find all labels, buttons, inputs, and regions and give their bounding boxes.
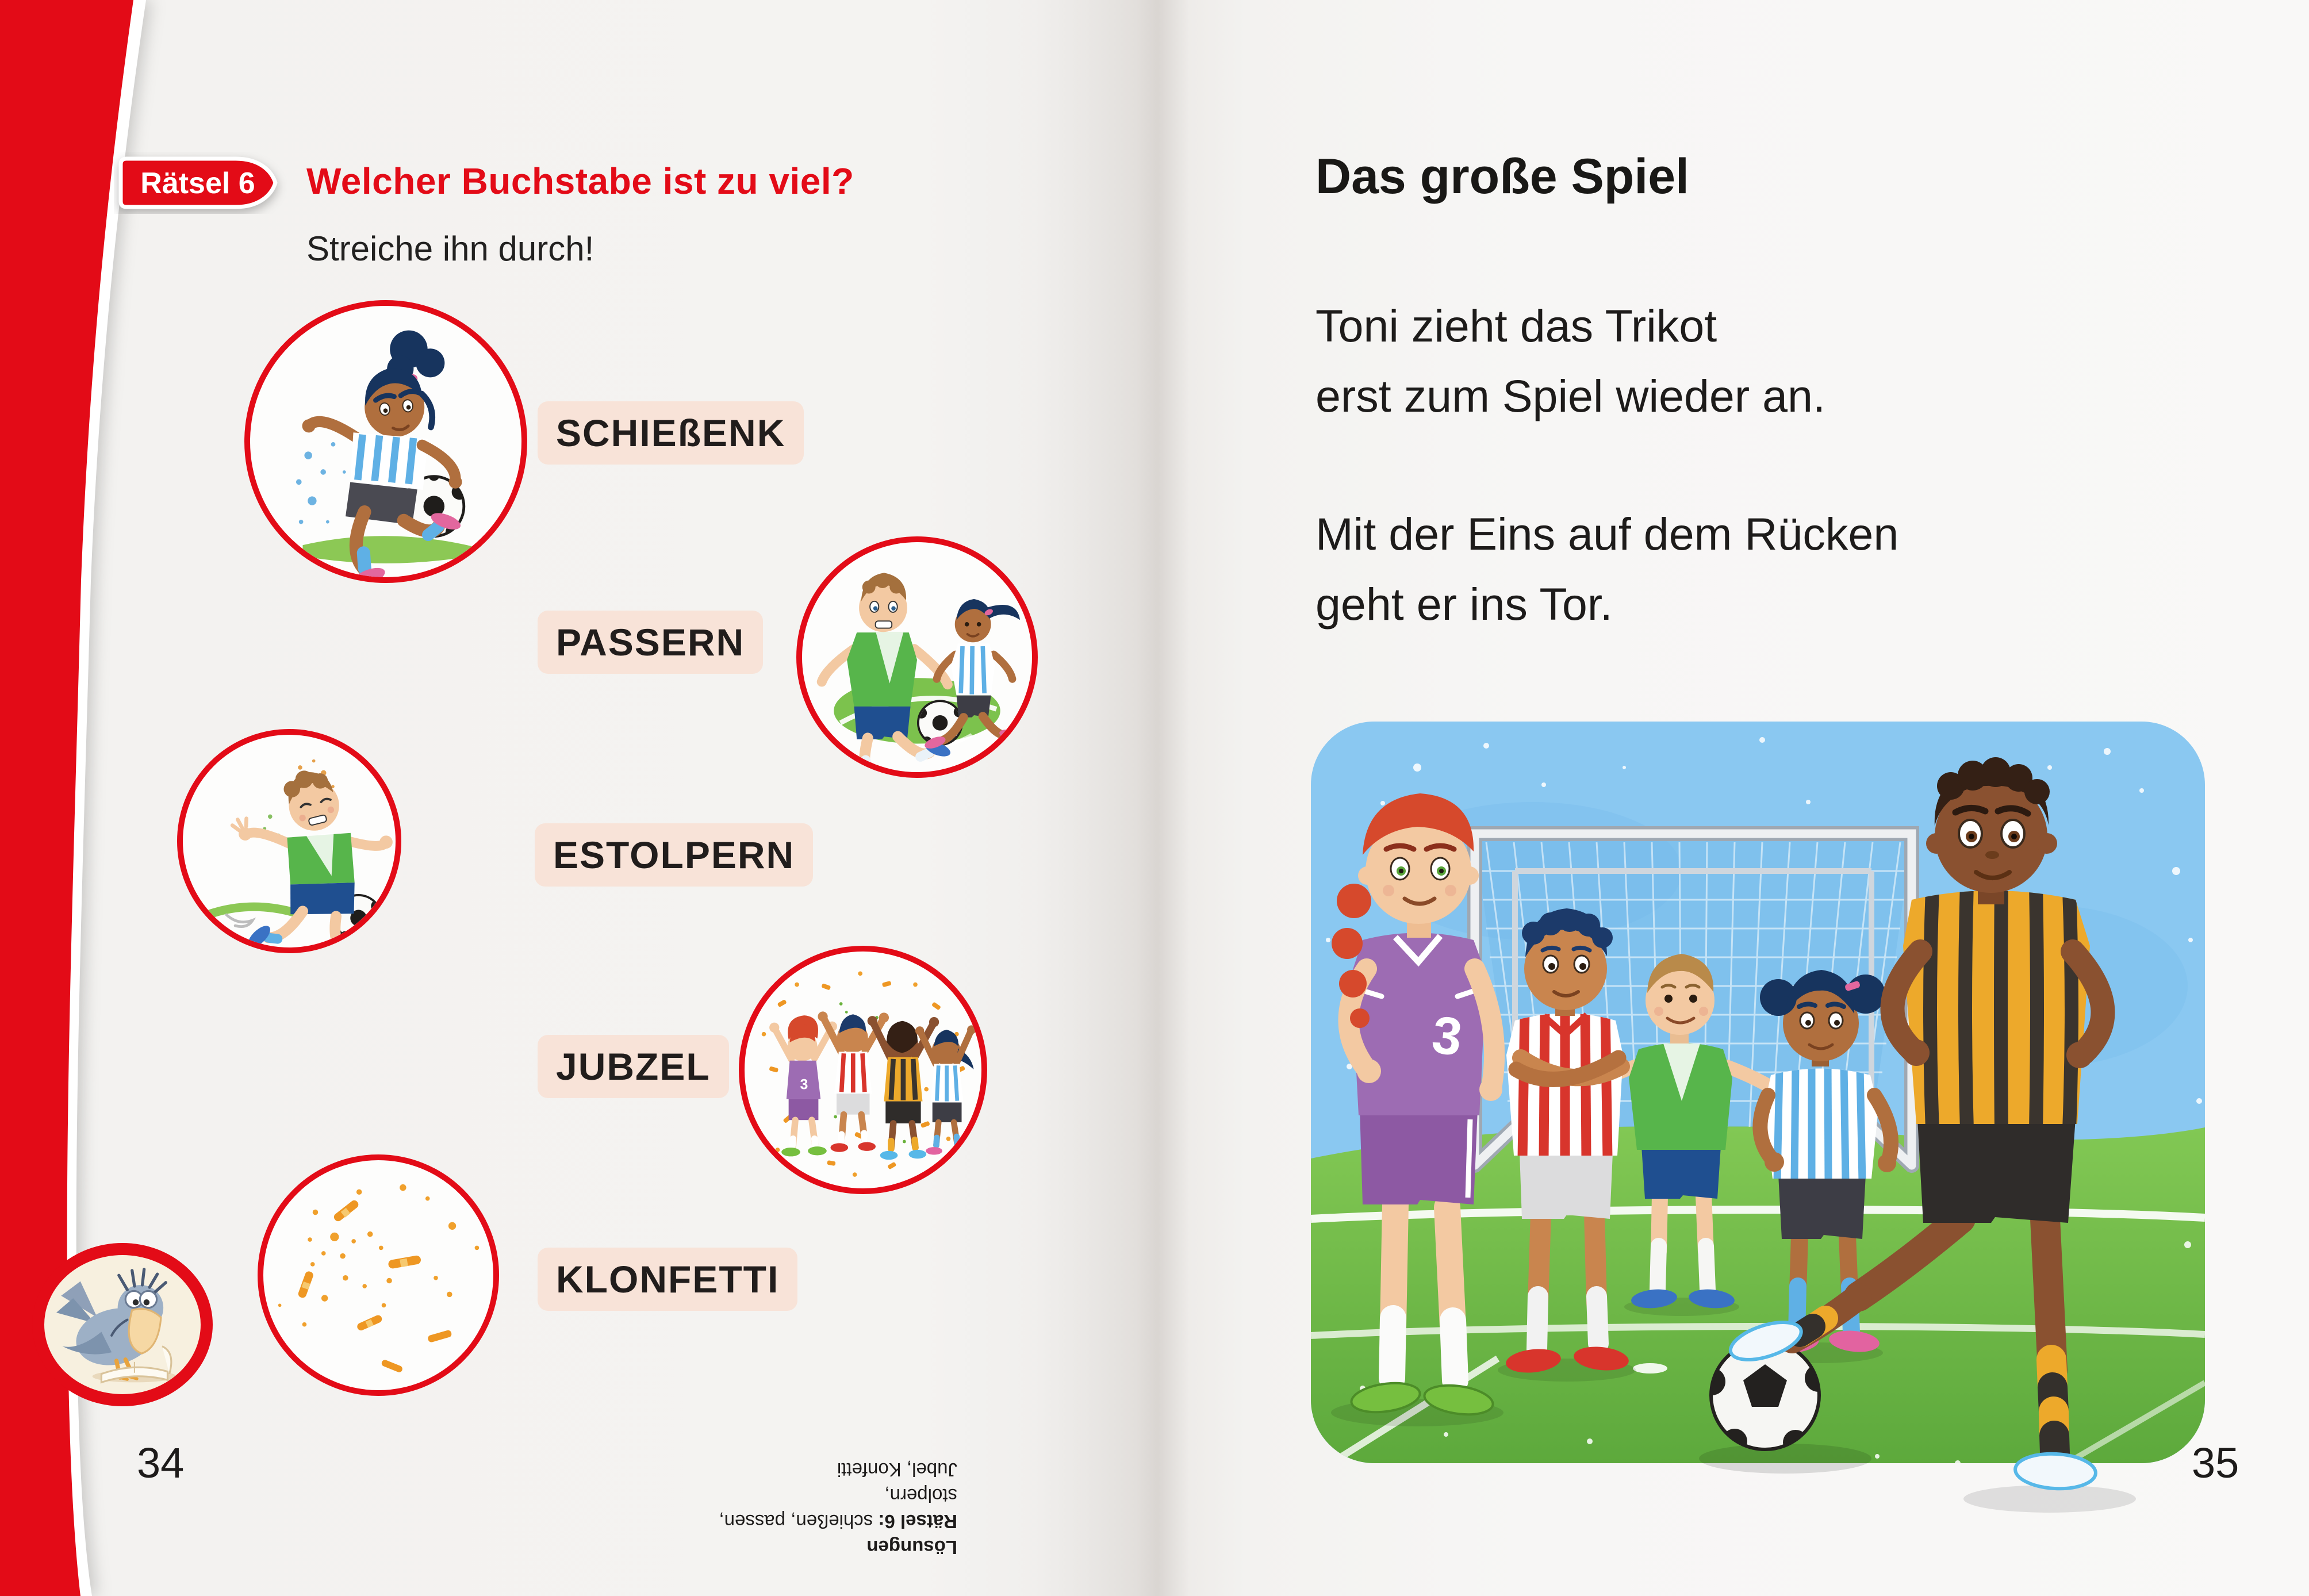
illustration-circle-confetti (258, 1154, 499, 1396)
story-paragraph-2: Mit der Eins auf dem Rücken geht er ins … (1315, 499, 1898, 639)
page-number-left: 34 (137, 1439, 185, 1487)
illustration-circle-cheering: 3 (739, 946, 987, 1194)
page-number-right: 35 (2192, 1439, 2239, 1487)
player-cheer-red (818, 1011, 889, 1152)
story-line: Toni zieht das Trikot (1315, 300, 1717, 351)
player-shooting-girl (302, 330, 462, 577)
word-box-estolpern: ESTOLPERN (535, 823, 814, 887)
grass (302, 536, 472, 563)
player-stumbling-boy (230, 770, 393, 947)
story-paragraph-1: Toni zieht das Trikot erst zum Spiel wie… (1315, 291, 1825, 431)
page-fold-shadow (1035, 0, 1276, 1596)
mascot-bird-icon (56, 1268, 177, 1384)
story-illustration: 3 (1311, 722, 2205, 1513)
word-box-klonfetti: KLONFETTI (538, 1248, 798, 1311)
solutions-line: Jubel, Konfetti (837, 1459, 957, 1480)
puzzle-title: Welcher Buchstabe ist zu viel? (306, 160, 854, 202)
red-side-band (0, 0, 146, 1596)
player-cheer-purple: 3 (769, 1015, 837, 1157)
player-cheer-blue (915, 1025, 976, 1155)
player-blue-striped-girl (1752, 970, 1899, 1363)
mascot-badge (32, 1243, 213, 1406)
svg-text:3: 3 (800, 1077, 808, 1093)
confetti (278, 1184, 480, 1372)
soccer-ball-icon (1709, 1340, 1821, 1451)
puzzle-badge: Rätsel 6 (118, 156, 278, 209)
speckles-blue (296, 423, 346, 524)
word-box-schiessenk: SCHIEßENK (538, 401, 804, 465)
paint-speckles (1326, 737, 2202, 1463)
player-running-girl (925, 599, 1021, 749)
grass (200, 902, 300, 920)
word-box-passern: PASSERN (538, 611, 764, 674)
puzzle-instruction: Streiche ihn durch! (306, 229, 594, 268)
story-line: Mit der Eins auf dem Rücken (1315, 508, 1899, 559)
word-box-jubzel: JUBZEL (538, 1035, 729, 1098)
player-red-striped-boy (1498, 908, 1636, 1382)
player-purple-girl: 3 (1331, 793, 1505, 1426)
jersey-number: 3 (1429, 1005, 1465, 1066)
story-line: erst zum Spiel wieder an. (1315, 370, 1825, 421)
story-line: geht er ins Tor. (1315, 578, 1613, 630)
solutions-line: Rätsel 6: schießen, passen, stolpern, (719, 1485, 957, 1532)
illustration-circle-stumbling (177, 729, 401, 953)
story-title: Das große Spiel (1315, 149, 1689, 204)
illustration-circle-shooting (244, 300, 527, 583)
ball-shadow (1699, 1444, 1871, 1474)
puzzle-badge-label: Rätsel 6 (140, 167, 255, 200)
player-yellow-striped-boy (1728, 757, 2136, 1513)
solutions-heading: Lösungen (866, 1537, 957, 1558)
player-passing-boy (816, 573, 953, 772)
illustration-circle-passing (796, 536, 1038, 778)
player-cheer-yellow (867, 1016, 939, 1160)
solutions-block: Lösungen Rätsel 6: schießen, passen, sto… (681, 1457, 957, 1560)
